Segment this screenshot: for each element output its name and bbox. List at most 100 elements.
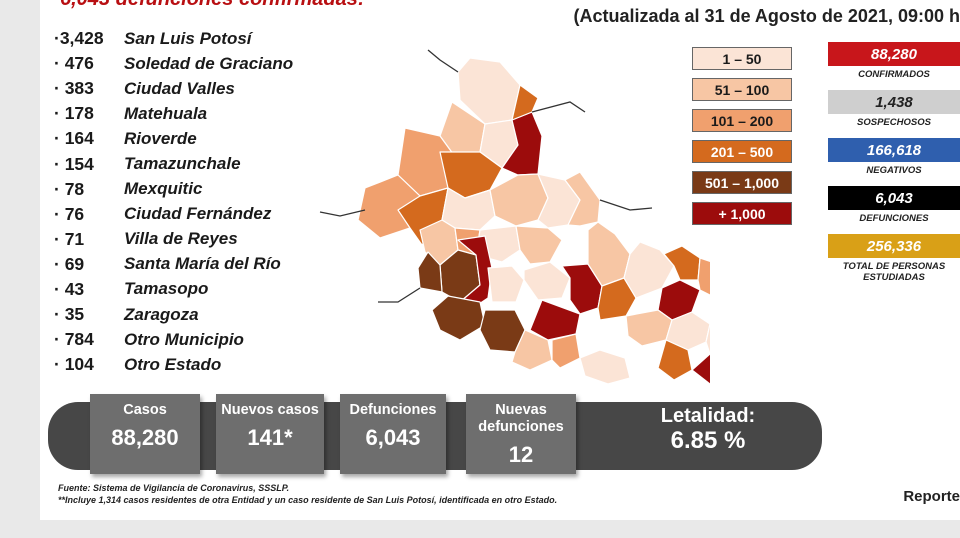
- letalidad-value: 6.85 %: [670, 427, 746, 454]
- stat-value: 1,438: [828, 90, 960, 114]
- list-item: · 43 Tamasopo: [54, 277, 293, 302]
- stat-negativos: 166,618 NEGATIVOS: [828, 138, 960, 176]
- map-region: [657, 339, 693, 381]
- source-note: Fuente: Sistema de Vigilancia de Coronav…: [58, 483, 290, 493]
- legend-swatch: 51 – 100: [692, 78, 792, 101]
- municipality-list: ·3,428 San Luis Potosí · 476 Soledad de Gr…: [54, 26, 293, 377]
- municipality-name: Rioverde: [124, 128, 197, 148]
- card-title: Nuevas defunciones: [478, 402, 564, 435]
- death-count: · 76: [54, 203, 85, 224]
- death-count: · 164: [54, 128, 94, 149]
- municipality-name: Zaragoza: [124, 304, 199, 324]
- death-count: · 78: [54, 178, 85, 199]
- update-date: (Actualizada al 31 de Agosto de 2021, 09…: [573, 6, 960, 26]
- municipality-name: Tamasopo: [124, 279, 209, 299]
- stat-label: DEFUNCIONES: [859, 213, 929, 224]
- asterisk-note: **Incluye 1,314 casos residentes de otra…: [58, 495, 558, 505]
- death-count: · 784: [54, 329, 94, 350]
- summary-card-casos: Casos 88,280: [90, 394, 200, 474]
- municipality-name: Matehuala: [124, 103, 208, 123]
- stat-label: CONFIRMADOS: [858, 69, 930, 80]
- map-region: [691, 353, 710, 385]
- list-item: · 69 Santa María del Río: [54, 252, 293, 277]
- card-value: 6,043: [365, 425, 421, 450]
- municipality-name: Villa de Reyes: [124, 229, 238, 249]
- stat-value: 88,280: [828, 42, 960, 66]
- death-count: · 69: [54, 253, 85, 274]
- list-item: · 383 Ciudad Valles: [54, 76, 293, 101]
- stat-value: 166,618: [828, 138, 960, 162]
- card-title: Defunciones: [349, 402, 437, 418]
- card-value: 88,280: [111, 425, 179, 450]
- state-map: [319, 49, 710, 385]
- death-count: · 178: [54, 103, 94, 124]
- stat-label: TOTAL DE PERSONAS ESTUDIADAS: [842, 261, 946, 283]
- stat-value: 6,043: [828, 186, 960, 210]
- death-count: · 71: [54, 228, 85, 249]
- death-count: · 35: [54, 304, 85, 325]
- list-item: · 154 Tamazunchale: [54, 151, 293, 176]
- stat-confirmados: 88,280 CONFIRMADOS: [828, 42, 960, 80]
- report-sheet: 6,043 defunciones confirmadas: (Actualiz…: [40, 0, 960, 520]
- death-count: · 383: [54, 78, 94, 99]
- map-region: [697, 257, 710, 296]
- list-item: · 71 Villa de Reyes: [54, 227, 293, 252]
- summary-card-nuevos-casos: Nuevos casos 141*: [216, 394, 324, 474]
- legend-swatch: 201 – 500: [692, 140, 792, 163]
- municipality-name: Soledad de Graciano: [124, 53, 294, 73]
- map-region: [551, 333, 581, 369]
- legend-swatch: 501 – 1,000: [692, 171, 792, 194]
- map-region: [523, 261, 571, 301]
- card-title: Casos: [123, 402, 167, 418]
- summary-card-defunciones: Defunciones 6,043: [340, 394, 446, 474]
- municipality-name: Otro Municipio: [124, 329, 244, 349]
- list-item: · 104 Otro Estado: [54, 352, 293, 377]
- municipality-name: Mexquitic: [124, 179, 203, 199]
- letalidad: Letalidad: 6.85 %: [608, 406, 808, 455]
- death-count: · 154: [54, 153, 94, 174]
- map-region: [515, 225, 563, 265]
- list-item: · 784 Otro Municipio: [54, 327, 293, 352]
- list-item: · 164 Rioverde: [54, 126, 293, 151]
- death-count: ·3,428: [54, 28, 104, 49]
- map-region: [623, 241, 675, 299]
- list-item: · 178 Matehuala: [54, 101, 293, 126]
- map-region: [417, 251, 443, 293]
- municipality-name: Ciudad Fernández: [124, 204, 272, 224]
- legend-swatch: 101 – 200: [692, 109, 792, 132]
- stat-sospechosos: 1,438 SOSPECHOSOS: [828, 90, 960, 128]
- map-region: [625, 309, 673, 347]
- card-value: 12: [508, 442, 534, 467]
- stat-total: 256,336 TOTAL DE PERSONAS ESTUDIADAS: [828, 234, 960, 283]
- legend-swatch: + 1,000: [692, 202, 792, 225]
- municipality-name: Tamazunchale: [124, 154, 241, 174]
- municipality-name: Ciudad Valles: [124, 78, 235, 98]
- municipality-name: San Luis Potosí: [124, 28, 252, 48]
- death-count: · 104: [54, 354, 94, 375]
- list-item: · 476 Soledad de Graciano: [54, 51, 293, 76]
- summary-card-nuevas-defunciones: Nuevas defunciones 12: [466, 394, 576, 474]
- map-roads: [319, 49, 653, 303]
- municipality-name: Santa María del Río: [124, 254, 281, 274]
- card-value: 141*: [247, 425, 293, 450]
- death-count: · 476: [54, 53, 94, 74]
- stat-label: NEGATIVOS: [866, 165, 922, 176]
- summary-bar: Casos 88,280 Nuevos casos 141* Defunciones…: [48, 394, 822, 476]
- defunciones-heading: 6,043 defunciones confirmadas:: [60, 0, 365, 11]
- map-region: [705, 323, 710, 355]
- stat-defunciones: 6,043 DEFUNCIONES: [828, 186, 960, 224]
- footnotes: Fuente: Sistema de Vigilancia de Coronav…: [58, 482, 557, 506]
- reporte-label: Reporte: [903, 488, 960, 505]
- list-item: · 76 Ciudad Fernández: [54, 202, 293, 227]
- map-region: [564, 171, 601, 227]
- stats-panel: 88,280 CONFIRMADOS 1,438 SOSPECHOSOS 166,6…: [828, 42, 960, 293]
- stat-label: SOSPECHOSOS: [857, 117, 931, 128]
- list-item: ·3,428 San Luis Potosí: [54, 26, 293, 51]
- map-region: [579, 349, 631, 385]
- map-region: [487, 265, 525, 303]
- card-title: Nuevos casos: [221, 402, 319, 418]
- map-region: [511, 329, 553, 371]
- map-region: [529, 299, 581, 341]
- stat-value: 256,336: [828, 234, 960, 258]
- list-item: · 35 Zaragoza: [54, 302, 293, 327]
